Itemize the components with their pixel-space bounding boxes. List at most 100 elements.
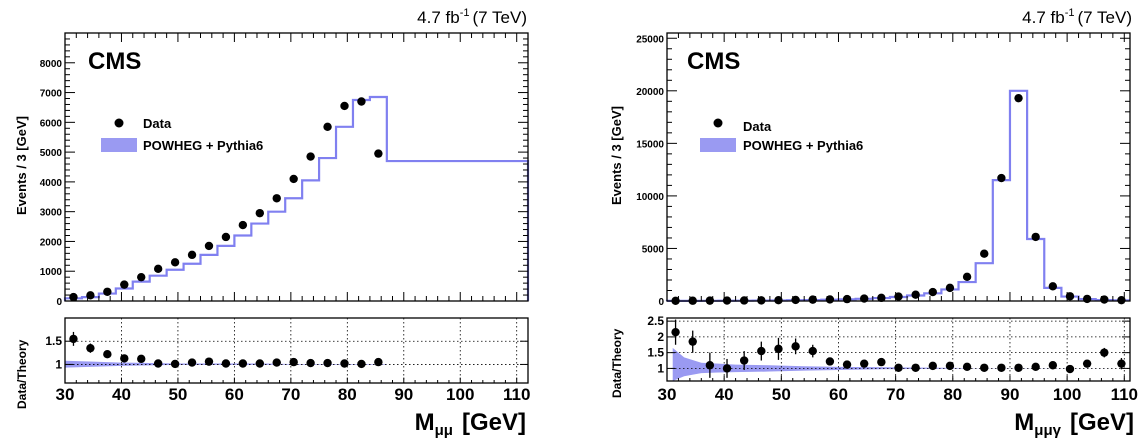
right-x-tick-label: 100 — [1053, 385, 1081, 404]
right-ratio-point — [877, 357, 886, 367]
right-ratio-y-label: Data/Theory — [610, 328, 624, 398]
left-y-tick-label: 6000 — [40, 118, 63, 129]
right-x-label-main: M — [1014, 409, 1034, 436]
right-legend-data-label: Data — [743, 119, 772, 134]
left-ratio-point — [221, 359, 231, 368]
right-data-point — [1048, 282, 1058, 291]
left-y-axis-label: Events / 3 [GeV] — [14, 116, 29, 215]
left-y-tick-label: 8000 — [40, 59, 63, 70]
left-data-point — [374, 149, 383, 158]
left-x-axis-label: Mμμ [GeV] — [415, 409, 526, 439]
right-data-point — [945, 283, 955, 293]
left-data-point — [323, 122, 332, 131]
right-ratio-point — [671, 327, 680, 337]
right-data-point — [1014, 93, 1023, 103]
left-x-tick-label: 60 — [225, 385, 244, 404]
left-ratio-point — [137, 354, 146, 364]
right-x-tick-label: 30 — [658, 385, 677, 404]
left-y-tick-label: 3000 — [40, 208, 63, 219]
right-ratio-point — [739, 356, 749, 365]
left-data-point — [69, 292, 78, 302]
left-x-tick-label: 100 — [446, 385, 474, 404]
left-y-tick-label: 5000 — [40, 148, 63, 159]
right-data-point — [928, 287, 937, 297]
left-ratio-point — [289, 357, 298, 367]
right-data-point — [1117, 295, 1126, 305]
right-lumi-energy: (7 TeV) — [1078, 8, 1133, 27]
right-ratio-point — [997, 363, 1006, 372]
right-x-tick-label: 90 — [1001, 385, 1020, 404]
right-y-tick-label: 5000 — [642, 244, 665, 255]
left-x-tick-label: 50 — [168, 385, 187, 404]
left-data-point — [340, 101, 349, 111]
left-x-tick-label: 30 — [56, 385, 75, 404]
left-ratio-point — [340, 359, 349, 368]
left-ratio-point — [86, 343, 95, 353]
left-data-point — [289, 174, 298, 184]
left-ratio-point — [187, 358, 197, 367]
right-data-point — [774, 296, 783, 305]
left-x-label-sub: μμ — [435, 422, 453, 439]
right-data-points — [671, 93, 1126, 305]
right-x-tick-label: 110 — [1111, 385, 1138, 404]
left-ratio-point — [272, 358, 281, 367]
right-ratio-band — [672, 347, 1130, 381]
right-y-tick-label: 15000 — [636, 139, 664, 150]
right-x-tick-label: 60 — [829, 385, 848, 404]
right-theory-step-line — [665, 89, 1130, 302]
right-y-tick-label: 10000 — [636, 192, 664, 203]
left-grid — [65, 318, 528, 383]
left-main-frame — [64, 32, 529, 302]
left-lumi-sup: -1 — [460, 7, 470, 19]
right-ratio-y-tick-label: 2.5 — [647, 314, 664, 328]
left-ratio-point — [238, 359, 248, 368]
left-theory-step-line — [63, 95, 530, 301]
left-data-point — [153, 264, 163, 274]
right-ratio-point — [722, 364, 732, 373]
left-ratio-point — [357, 359, 366, 369]
right-ratio-point — [774, 344, 783, 354]
right-main-frame — [666, 32, 1131, 302]
right-ratio-point — [757, 346, 766, 356]
right-ratio-point — [911, 363, 920, 372]
right-data-point — [997, 173, 1006, 183]
left-data-point — [137, 272, 146, 282]
left-data-point — [221, 232, 231, 242]
right-ratio-band-area — [672, 347, 1130, 381]
right-ratio-y-tick-label: 2 — [657, 330, 664, 344]
left-x-label-main: M — [415, 409, 435, 436]
left-theory-histogram — [63, 95, 530, 301]
left-ratio-point — [153, 359, 163, 368]
right-x-tick-label: 40 — [715, 385, 734, 404]
left-ticks: 30 40 50 60 70 80 90 100 110 0 1000 2000 3000 4000 500… — [40, 32, 530, 404]
left-ratio-point — [120, 354, 129, 363]
left-ratio-y-tick-label: 1 — [55, 357, 62, 371]
left-legend-data-label: Data — [143, 116, 172, 131]
right-ratio-point — [808, 346, 817, 356]
right-ratio-points — [671, 319, 1126, 378]
right-y-tick-label: 0 — [658, 297, 664, 308]
right-x-axis-label: Mμμγ [GeV] — [1014, 409, 1134, 439]
right-x-tick-label: 70 — [886, 385, 905, 404]
right-ratio-frame — [666, 317, 1131, 382]
left-ratio-y-tick-label: 1.5 — [45, 334, 62, 348]
right-data-point — [791, 295, 800, 305]
left-lumi-energy: (7 TeV) — [473, 8, 528, 27]
left-x-label-unit: [GeV] — [462, 409, 526, 436]
right-ratio-y-tick-label: 1.5 — [647, 346, 664, 360]
left-ratio-point — [255, 359, 264, 368]
right-x-label-unit: [GeV] — [1070, 409, 1134, 436]
left-data-point — [306, 152, 315, 161]
right-ratio-point — [1031, 362, 1040, 372]
right-x-tick-label: 50 — [772, 385, 791, 404]
left-cms-label: CMS — [88, 48, 141, 75]
right-data-point — [877, 293, 886, 303]
left-panel: 30 40 50 60 70 80 90 100 110 0 1000 2000 3000 4000 500… — [14, 7, 530, 439]
right-ratio-point — [825, 357, 835, 366]
left-ratio-point — [69, 334, 78, 344]
left-ratio-points — [69, 331, 383, 369]
right-ratio-point — [791, 342, 800, 351]
left-y-tick-label: 1000 — [40, 267, 63, 278]
left-ratio-y-label: Data/Theory — [15, 339, 29, 409]
